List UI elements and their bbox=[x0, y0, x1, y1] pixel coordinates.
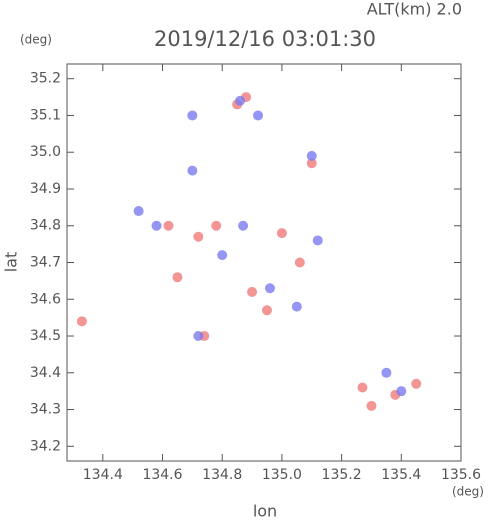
echo-point bbox=[238, 220, 249, 231]
y-tick-label: 35.2 bbox=[30, 71, 61, 87]
echo-point bbox=[411, 378, 422, 389]
echo-point bbox=[306, 158, 317, 169]
echo-point bbox=[187, 165, 198, 176]
echo-point bbox=[396, 386, 407, 397]
echo-point bbox=[193, 331, 204, 342]
y-tick-label: 34.8 bbox=[30, 218, 61, 234]
echo-point bbox=[247, 286, 258, 297]
echo-point bbox=[253, 110, 264, 121]
echo-point bbox=[193, 231, 204, 242]
x-axis-label: lon bbox=[253, 502, 277, 521]
echo-point bbox=[217, 250, 228, 261]
echo-point bbox=[312, 235, 323, 246]
y-tick-label: 34.3 bbox=[30, 402, 61, 418]
y-tick-label: 34.4 bbox=[30, 365, 61, 381]
echo-point bbox=[163, 220, 174, 231]
echo-point bbox=[366, 400, 377, 411]
y-tick-label: 34.2 bbox=[30, 438, 61, 454]
x-tick-label: 135.4 bbox=[381, 467, 421, 483]
x-tick-label: 135.0 bbox=[262, 467, 302, 483]
echo-point bbox=[264, 283, 275, 294]
x-tick-label: 135.6 bbox=[441, 467, 481, 483]
y-tick-label: 34.7 bbox=[30, 255, 61, 271]
echo-point bbox=[151, 220, 162, 231]
y-tick-label: 35.1 bbox=[30, 107, 61, 123]
echo-point bbox=[306, 150, 317, 161]
x-unit: (deg) bbox=[452, 485, 484, 499]
y-tick-label: 35.0 bbox=[30, 144, 61, 160]
plot-frame bbox=[66, 63, 462, 462]
echo-point bbox=[133, 206, 144, 217]
y-tick-label: 34.5 bbox=[30, 328, 61, 344]
x-tick-label: 134.6 bbox=[142, 467, 182, 483]
echo-point bbox=[235, 95, 246, 106]
echo-point bbox=[291, 301, 302, 312]
echo-point bbox=[76, 316, 87, 327]
echo-point bbox=[381, 367, 392, 378]
echo-point bbox=[357, 382, 368, 393]
echo-point bbox=[187, 110, 198, 121]
annotation: ALT(km) 2.0 bbox=[367, 0, 462, 19]
y-tick-label: 34.6 bbox=[30, 291, 61, 307]
echo-point bbox=[294, 257, 305, 268]
y-axis-label: lat bbox=[2, 252, 21, 273]
echo-point bbox=[276, 228, 287, 239]
y-tick-label: 34.9 bbox=[30, 181, 61, 197]
y-unit: (deg) bbox=[20, 33, 52, 47]
x-tick-label: 134.8 bbox=[202, 467, 242, 483]
echo-point bbox=[172, 272, 183, 283]
echo-point bbox=[261, 305, 272, 316]
x-tick-label: 134.4 bbox=[83, 467, 123, 483]
x-tick-label: 135.2 bbox=[322, 467, 362, 483]
echo-point bbox=[211, 220, 222, 231]
chart-title: 2019/12/16 03:01:30 bbox=[154, 27, 376, 51]
